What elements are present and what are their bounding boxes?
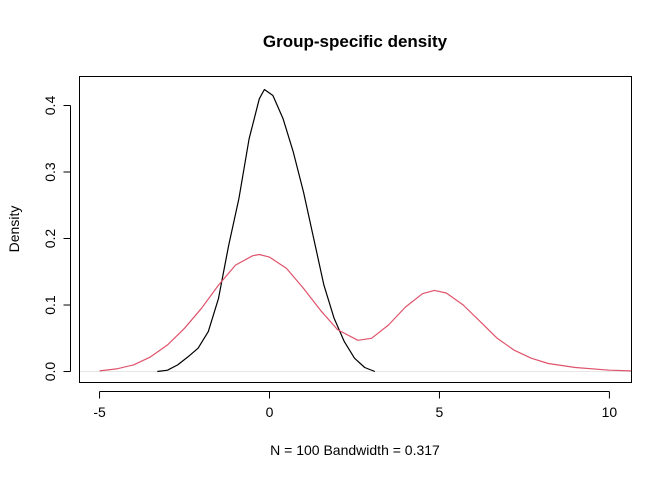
y-axis: 0.0 0.1 0.2 0.3 0.4 xyxy=(42,96,71,382)
x-axis-label: N = 100 Bandwidth = 0.317 xyxy=(270,442,440,458)
series-layer xyxy=(99,88,632,373)
x-tick-label: -5 xyxy=(93,404,106,420)
x-axis: -5 0 5 10 xyxy=(93,391,618,420)
y-axis-label: Density xyxy=(6,206,22,253)
y-tick-label: 0.0 xyxy=(42,362,58,382)
plot-box xyxy=(79,76,632,383)
density-line-2 xyxy=(99,253,632,372)
chart-title: Group-specific density xyxy=(263,32,448,51)
x-tick-label: 0 xyxy=(266,404,274,420)
x-tick-label: 5 xyxy=(436,404,444,420)
x-tick-label: 10 xyxy=(602,404,618,420)
y-tick-label: 0.3 xyxy=(42,162,58,182)
density-line-1 xyxy=(157,88,376,373)
y-tick-label: 0.1 xyxy=(42,295,58,315)
y-tick-label: 0.2 xyxy=(42,229,58,249)
y-tick-label: 0.4 xyxy=(42,96,58,116)
